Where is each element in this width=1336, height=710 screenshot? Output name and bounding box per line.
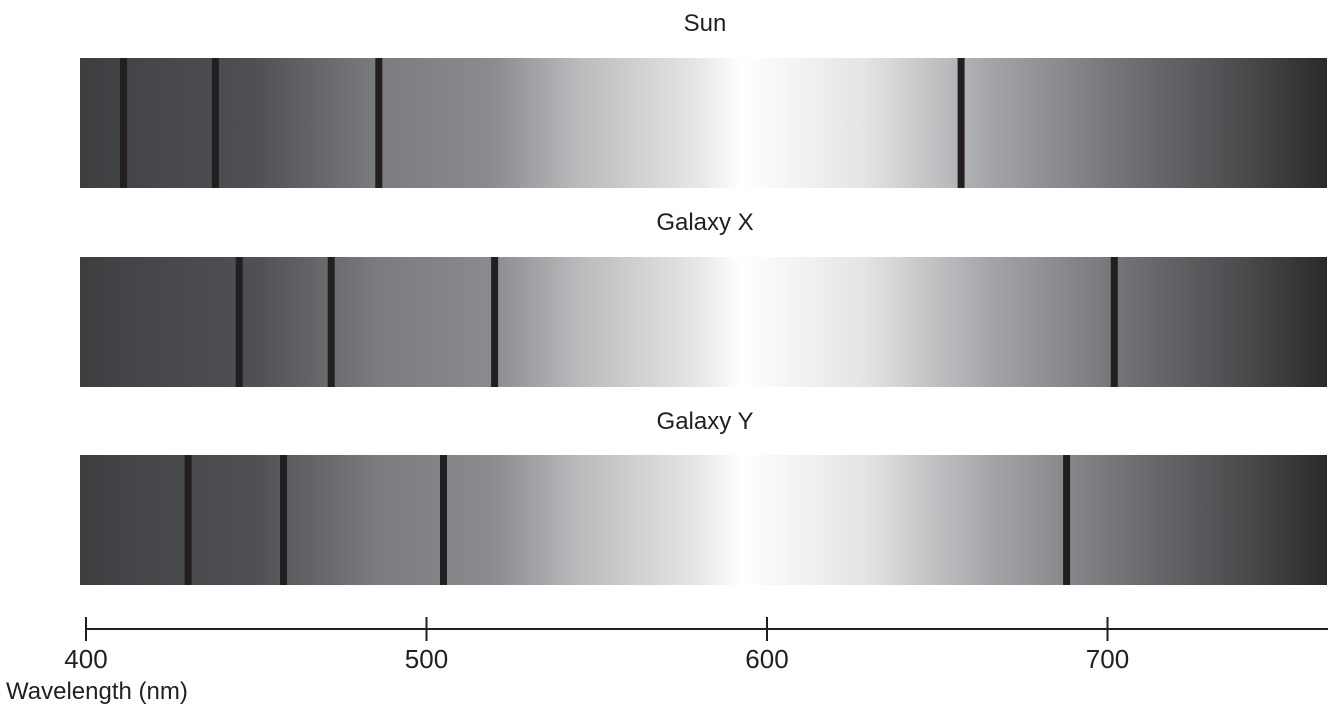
spectrum-galaxy-x: Galaxy X	[80, 209, 1327, 387]
spectrum-galaxy-y: Galaxy Y	[80, 408, 1327, 585]
absorption-line	[1110, 257, 1118, 387]
spectrum-sun: Sun	[80, 10, 1327, 188]
axis-ticks: 400 500 600 700	[64, 617, 1129, 674]
absorption-line	[280, 455, 287, 585]
axis-tick-label: 400	[64, 644, 107, 674]
axis-title: Wavelength (nm)	[6, 678, 188, 705]
spectrum-band	[80, 58, 1327, 188]
absorption-line	[184, 455, 192, 585]
absorption-line	[327, 257, 335, 387]
spectrum-title: Galaxy Y	[657, 408, 754, 435]
spectrum-title: Sun	[684, 10, 727, 37]
spectrum-title: Galaxy X	[656, 209, 753, 236]
absorption-line	[235, 257, 243, 387]
axis-tick-label: 500	[405, 644, 448, 674]
absorption-line	[440, 455, 447, 585]
spectrum-band	[80, 455, 1327, 585]
axis-tick-label: 700	[1086, 644, 1129, 674]
spectrum-band	[80, 257, 1327, 387]
absorption-line	[375, 58, 383, 188]
absorption-line	[120, 58, 127, 188]
axis-tick-label: 600	[745, 644, 788, 674]
absorption-line	[1063, 455, 1071, 585]
absorption-line	[211, 58, 219, 188]
absorption-line	[957, 58, 965, 188]
wavelength-axis: 400 500 600 700 Wavelength (nm)	[6, 617, 1328, 705]
absorption-line	[491, 257, 499, 387]
spectrum-rows: Sun Galaxy X Galaxy Y	[80, 10, 1327, 585]
